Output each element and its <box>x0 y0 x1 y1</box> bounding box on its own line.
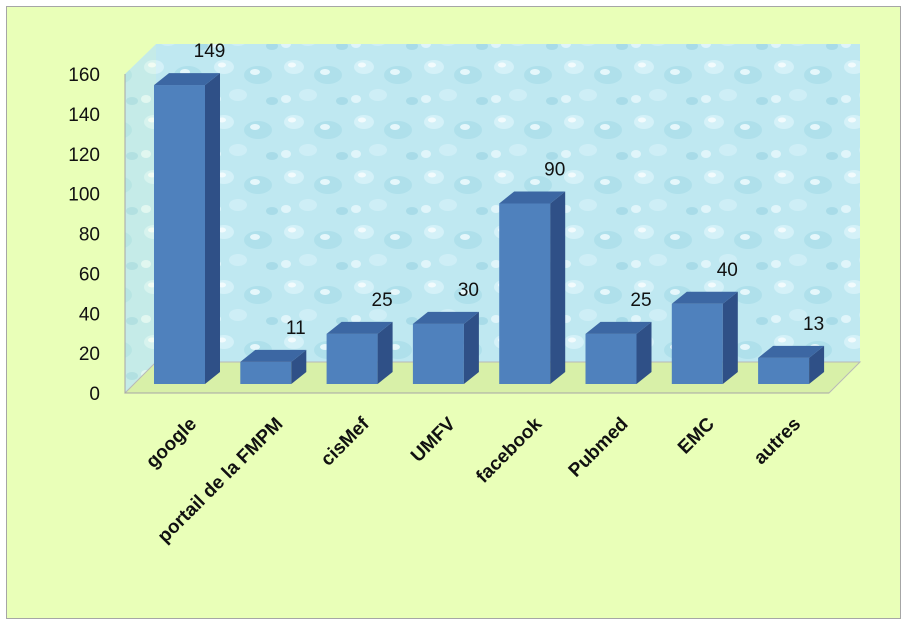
y-tick-label: 120 <box>68 145 100 166</box>
bar-top <box>154 73 220 86</box>
bar-side <box>463 311 479 384</box>
data-label: 30 <box>458 280 479 301</box>
bar-front <box>154 85 205 384</box>
bar <box>499 191 566 384</box>
bar-side <box>809 345 825 384</box>
bar-front <box>499 203 551 384</box>
data-label: 13 <box>803 314 824 335</box>
data-label: 25 <box>630 290 651 311</box>
category-label: cisMef <box>317 413 374 470</box>
y-tick-label: 100 <box>68 185 100 206</box>
bar-side <box>291 349 307 384</box>
plot-side-wall <box>125 44 156 393</box>
bar <box>326 321 393 384</box>
bar-front <box>240 361 292 384</box>
y-tick-label: 0 <box>89 384 100 405</box>
y-tick-label: 40 <box>79 304 100 325</box>
category-label: Pubmed <box>565 414 633 482</box>
bar-front <box>326 333 378 384</box>
y-tick-label: 60 <box>79 264 100 285</box>
bar-front <box>671 303 723 384</box>
bar-top <box>240 349 307 362</box>
data-label: 25 <box>372 290 393 311</box>
bar-top <box>671 291 738 304</box>
bar-side <box>377 321 393 384</box>
y-tick-label: 20 <box>79 344 100 365</box>
bar-side <box>636 321 652 384</box>
data-label: 149 <box>194 41 226 62</box>
bar-top <box>412 311 479 324</box>
bar-front <box>585 333 637 384</box>
category-label: autres <box>750 414 805 469</box>
category-label: UMFV <box>407 413 460 466</box>
bar-side <box>550 191 566 384</box>
data-label: 90 <box>544 159 565 180</box>
bar-top <box>499 191 566 204</box>
category-label: google <box>142 414 201 473</box>
data-label: 40 <box>717 260 738 281</box>
bar-front <box>412 323 464 384</box>
bar <box>154 73 220 384</box>
bar <box>758 345 825 384</box>
bar-front <box>758 357 810 384</box>
category-label: EMC <box>674 413 719 458</box>
data-label: 11 <box>286 318 306 339</box>
bar <box>585 321 652 384</box>
bar-top <box>585 321 652 334</box>
plot-floor <box>123 361 862 394</box>
y-tick-label: 140 <box>68 105 100 126</box>
bar <box>671 291 738 384</box>
y-tick-label: 80 <box>79 225 100 246</box>
bar-side <box>722 291 738 384</box>
bar-top <box>758 345 825 358</box>
bar <box>240 349 307 384</box>
y-tick-label: 160 <box>68 65 100 86</box>
bar-side <box>205 73 220 384</box>
bar-top <box>326 321 393 334</box>
bar <box>412 311 479 384</box>
category-label: facebook <box>472 413 546 487</box>
